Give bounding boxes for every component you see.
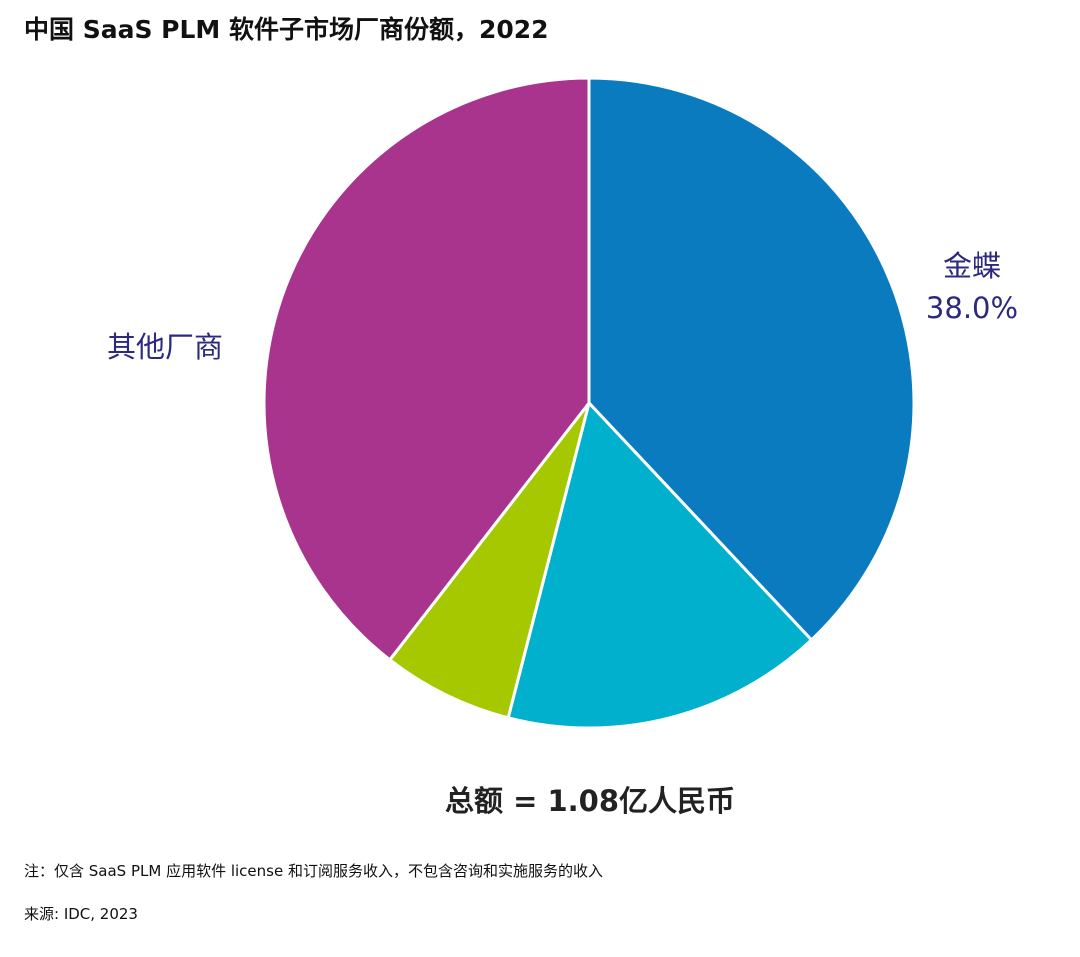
slice-label-1: 金蝶 bbox=[943, 249, 1001, 283]
pie-slices bbox=[262, 76, 916, 730]
pie-slice-3 bbox=[388, 401, 591, 720]
slice-value-label-1: 38.0% bbox=[926, 291, 1018, 325]
total-label: 总额 = 1.08亿人民币 bbox=[444, 784, 736, 818]
source-note: 来源: IDC, 2023 bbox=[24, 905, 138, 923]
slice-label-4: 其他厂商 bbox=[107, 330, 223, 364]
pie-slice-1 bbox=[587, 76, 916, 642]
chart-title: 中国 SaaS PLM 软件子市场厂商份额，2022 bbox=[24, 15, 549, 44]
pie-slice-4 bbox=[262, 76, 591, 662]
footnote: 注：仅含 SaaS PLM 应用软件 license 和订阅服务收入，不包含咨询… bbox=[24, 862, 603, 880]
pie-labels: 金蝶 38.0% 其他厂商 bbox=[107, 249, 1018, 364]
pie-slice-2 bbox=[506, 401, 813, 730]
